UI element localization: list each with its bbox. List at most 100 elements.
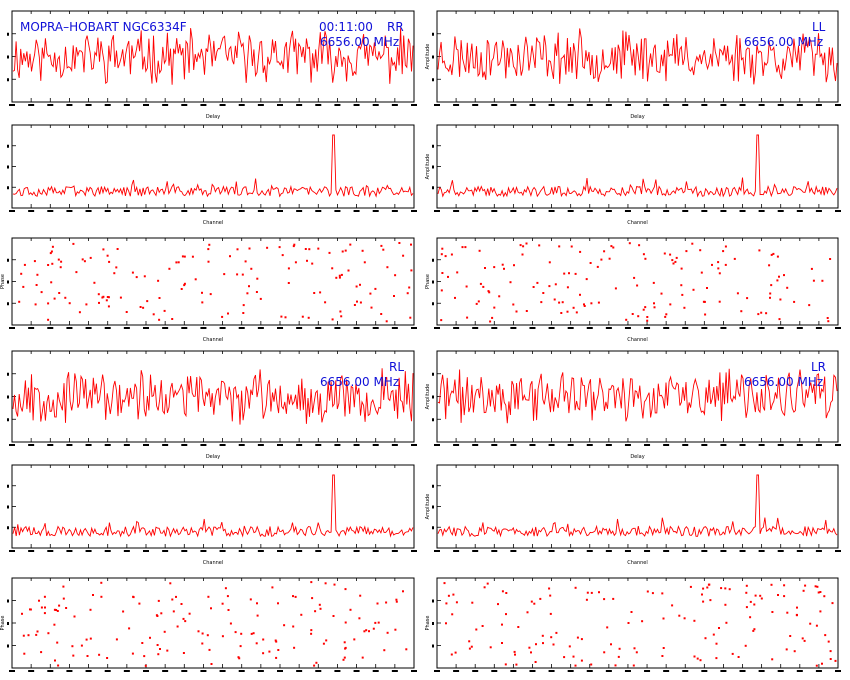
phase-point	[802, 589, 805, 592]
x-tick-label	[796, 327, 803, 329]
phase-point	[642, 253, 645, 256]
y-tick-label	[432, 78, 434, 82]
phase-point	[50, 250, 53, 253]
phase-point	[501, 642, 503, 644]
phase-point	[274, 639, 277, 642]
phase-point	[783, 584, 786, 587]
x-tick-label	[257, 104, 264, 106]
y-tick-label	[7, 258, 9, 262]
x-tick-label	[567, 444, 574, 446]
phase-point	[821, 279, 824, 282]
phase-point	[693, 655, 696, 658]
phase-point	[669, 253, 672, 256]
x-tick-label	[162, 550, 169, 552]
phase-point	[184, 620, 187, 623]
phase-point	[33, 260, 36, 263]
x-tick-label	[391, 327, 398, 329]
phase-point	[451, 613, 454, 616]
phase-point	[678, 614, 681, 617]
trace-line	[12, 134, 414, 198]
phase-point	[71, 645, 74, 648]
x-tick-label	[701, 670, 708, 672]
x-tick-label	[104, 327, 111, 329]
phase-point	[292, 595, 294, 598]
phase-point	[441, 272, 444, 274]
x-tick-label	[644, 550, 651, 552]
phase-point	[135, 276, 138, 279]
phase-point	[793, 650, 796, 653]
phase-point	[778, 318, 781, 321]
phase-point	[294, 261, 297, 264]
phase-point	[769, 296, 771, 299]
phase-point	[746, 297, 749, 300]
phase-point	[287, 267, 290, 270]
phase-point	[600, 258, 603, 261]
phase-point	[717, 261, 720, 264]
phase-point	[574, 272, 577, 275]
phase-point	[21, 612, 23, 615]
plot-frame	[11, 577, 415, 669]
x-tick-label	[353, 327, 360, 329]
phase-point	[171, 318, 174, 320]
phase-point	[208, 243, 211, 246]
x-tick-label	[28, 550, 35, 552]
phase-point	[44, 606, 46, 609]
phase-point	[75, 271, 78, 274]
phase-point	[80, 644, 83, 647]
x-tick-label	[624, 104, 631, 106]
pol-label-ll: LL	[812, 20, 826, 34]
phase-point	[410, 269, 413, 272]
phase-point	[393, 295, 395, 297]
phase-point	[107, 305, 110, 308]
phase-point	[671, 604, 674, 607]
x-tick-label	[296, 550, 303, 552]
x-tick-label	[605, 550, 612, 552]
phase-point	[89, 608, 92, 611]
phase-point	[440, 319, 443, 322]
phase-point	[155, 614, 158, 617]
phase-point	[585, 598, 588, 601]
phase-point	[606, 626, 609, 629]
x-tick-label	[472, 444, 479, 446]
phase-point	[293, 646, 296, 649]
phase-point	[338, 276, 341, 279]
phase-point	[488, 291, 491, 294]
x-tick-label	[85, 670, 92, 672]
x-tick-label	[200, 670, 207, 672]
phase-point	[464, 246, 467, 249]
x-tick-label	[453, 104, 460, 106]
phase-point	[361, 656, 364, 659]
phase-point	[56, 610, 59, 612]
phase-point	[815, 624, 818, 627]
phase-point	[630, 611, 633, 613]
phase-point	[827, 320, 830, 323]
phase-point	[343, 656, 346, 659]
phase-point	[363, 630, 366, 633]
phase-point	[262, 652, 265, 655]
x-tick-label	[219, 444, 226, 446]
phase-point	[704, 313, 707, 316]
plot-frame	[436, 237, 839, 326]
phase-point	[56, 641, 59, 644]
y-tick-label	[7, 599, 9, 603]
phase-point	[175, 595, 177, 598]
time-label: 00:11:00	[319, 20, 373, 34]
phase-point	[223, 273, 226, 276]
phase-point	[92, 594, 94, 596]
x-tick-label	[663, 670, 670, 672]
phase-point	[834, 659, 837, 662]
phase-point	[313, 664, 316, 667]
x-tick-label	[162, 210, 169, 212]
phase-point	[166, 649, 169, 652]
phase-point	[809, 622, 812, 625]
phase-point	[368, 630, 370, 633]
phase-point	[804, 584, 807, 587]
phase-point	[722, 250, 725, 253]
phase-point	[555, 631, 558, 634]
phase-point	[229, 622, 232, 625]
x-tick-label	[391, 550, 398, 552]
phase-point	[631, 313, 634, 315]
y-axis-label: Phase	[0, 274, 6, 289]
phase-point	[73, 615, 76, 618]
phase-point	[343, 641, 346, 644]
